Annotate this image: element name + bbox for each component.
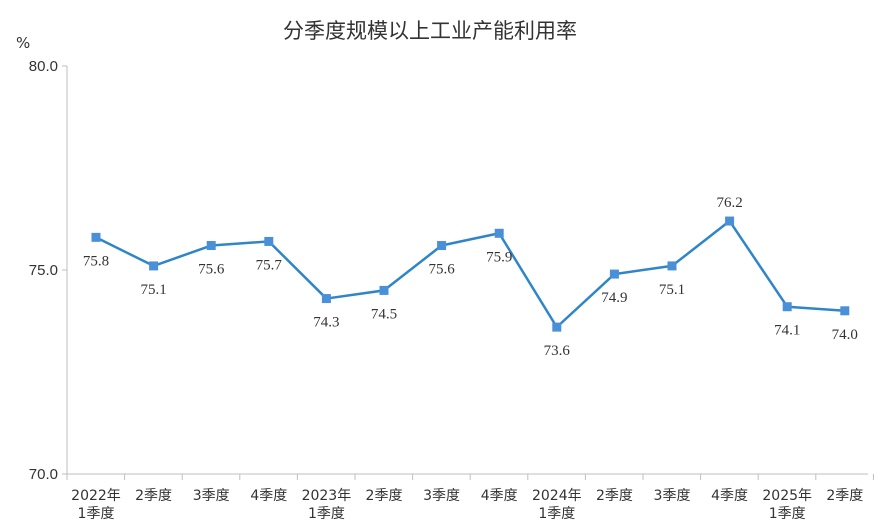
x-tick-label: 1季度 — [78, 506, 115, 522]
x-tick-label: 4季度 — [481, 488, 518, 504]
data-label: 74.1 — [774, 323, 800, 339]
data-label: 75.9 — [486, 249, 512, 265]
y-tick-label: 80.0 — [29, 58, 58, 75]
x-tick-label: 4季度 — [711, 488, 748, 504]
x-tick-label: 3季度 — [654, 488, 691, 504]
x-tick-label: 1季度 — [538, 506, 575, 522]
x-tick-labels: 2022年 1季度 2季度 3季度 4季度 2023年 1季度 2季度 3季度 4季度 2024年 1… — [71, 488, 863, 522]
data-label: 74.9 — [601, 290, 627, 306]
data-point-marker — [494, 228, 504, 238]
data-label: 76.2 — [716, 195, 742, 211]
data-point-marker — [379, 285, 389, 295]
series-line — [95, 219, 845, 329]
series-polyline — [95, 219, 845, 329]
data-label: 75.7 — [256, 257, 283, 273]
x-tick-label: 2022年 — [71, 488, 121, 504]
x-tick-label: 2024年 — [532, 488, 582, 504]
y-tick-label: 75.0 — [29, 262, 58, 279]
data-label: 74.3 — [313, 315, 339, 331]
x-tick-label: 3季度 — [423, 488, 460, 504]
x-tick-label: 1季度 — [769, 506, 806, 522]
x-tick-label: 3季度 — [193, 488, 230, 504]
data-label: 74.5 — [371, 306, 397, 322]
data-point-marker — [840, 306, 850, 316]
series-markers — [91, 216, 850, 332]
data-point-marker — [206, 241, 216, 251]
chart-title: 分季度规模以上工业产能利用率 — [283, 19, 577, 43]
y-tick-labels: 80.0 75.0 70.0 — [29, 58, 58, 483]
x-tick-label: 2023年 — [302, 488, 352, 504]
data-point-marker — [264, 236, 274, 246]
data-labels: 75.8 75.1 75.6 75.7 74.3 74.5 75.6 75.9 73.6 74.9… — [83, 195, 858, 359]
y-tick-label: 70.0 — [29, 466, 58, 483]
x-tick-label: 1季度 — [308, 506, 345, 522]
data-point-marker — [782, 302, 792, 312]
x-tick-label: 4季度 — [250, 488, 287, 504]
x-tick-label: 2季度 — [135, 488, 172, 504]
data-point-marker — [552, 322, 562, 332]
data-label: 75.6 — [428, 262, 455, 278]
y-axis-unit-label: % — [16, 34, 30, 52]
x-tick-label: 2季度 — [826, 488, 863, 504]
data-label: 74.0 — [832, 327, 858, 343]
data-point-marker — [725, 216, 735, 226]
data-label: 75.1 — [140, 282, 166, 298]
data-point-marker — [91, 232, 101, 242]
x-tick-label: 2季度 — [366, 488, 403, 504]
data-point-marker — [609, 269, 619, 279]
x-tick-label: 2季度 — [596, 488, 633, 504]
data-point-marker — [667, 261, 677, 271]
x-tick-label: 2025年 — [762, 488, 812, 504]
data-label: 75.1 — [659, 282, 685, 298]
data-point-marker — [321, 294, 331, 304]
data-label: 73.6 — [544, 343, 571, 359]
data-point-marker — [437, 241, 447, 251]
data-label: 75.8 — [83, 253, 109, 269]
data-point-marker — [149, 261, 159, 271]
axes — [62, 65, 874, 480]
data-label: 75.6 — [198, 262, 225, 278]
